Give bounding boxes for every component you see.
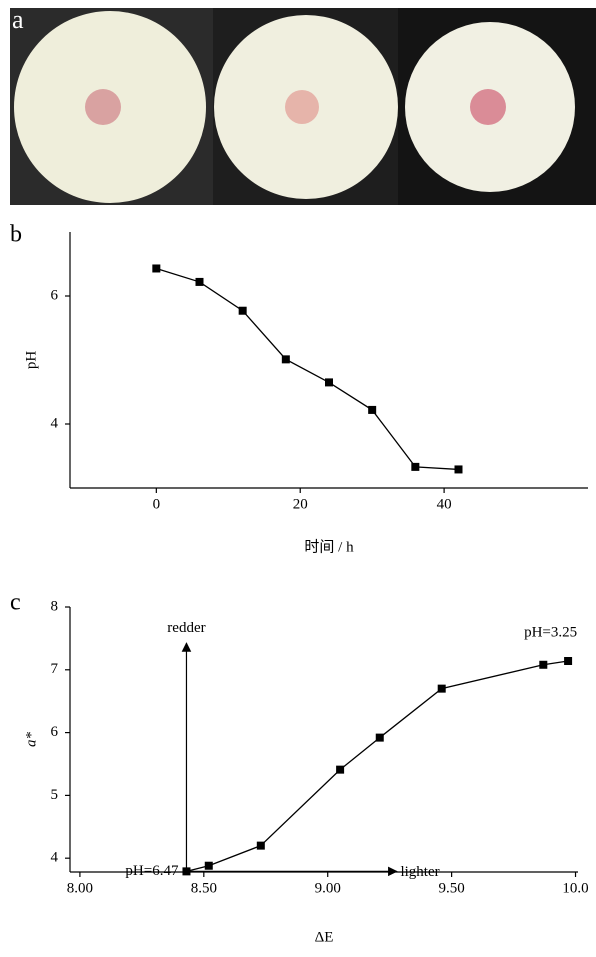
x-tick-label: 10.0 <box>562 880 588 896</box>
y-tick-label: 8 <box>51 598 59 614</box>
x-tick-label: 40 <box>437 496 452 512</box>
x-tick-label: 8.50 <box>191 880 217 896</box>
annotation: pH=3.25 <box>524 624 577 640</box>
x-tick-label: 20 <box>293 496 308 512</box>
annotation: redder <box>167 620 205 636</box>
photo: a <box>10 5 596 205</box>
y-axis-label: pH <box>23 351 39 370</box>
x-tick-label: 8.00 <box>67 880 93 896</box>
x-axis-label: 时间 / h <box>304 538 354 555</box>
data-point <box>411 463 419 471</box>
y-axis-label: a* <box>23 732 39 748</box>
annotation: lighter <box>400 864 439 880</box>
y-tick-label: 4 <box>51 850 59 866</box>
data-point <box>239 307 247 315</box>
data-point <box>438 685 446 693</box>
y-tick-label: 5 <box>51 787 59 803</box>
data-point <box>257 842 265 850</box>
y-tick-label: 6 <box>51 287 59 303</box>
data-point <box>564 657 572 665</box>
panel-label: b <box>10 222 22 248</box>
data-point <box>325 378 333 386</box>
x-tick-label: 0 <box>153 496 161 512</box>
data-line <box>186 661 568 871</box>
data-point <box>152 264 160 272</box>
data-point <box>539 661 547 669</box>
annotation: pH=6.47 <box>125 863 179 879</box>
x-tick-label: 9.00 <box>315 880 341 896</box>
data-point <box>376 734 384 742</box>
y-tick-label: 4 <box>51 415 59 431</box>
panel-label: a <box>12 5 24 34</box>
y-tick-label: 7 <box>51 661 59 677</box>
x-axis-label: ΔE <box>315 929 334 945</box>
y-tick-label: 6 <box>51 724 59 740</box>
panel-label: c <box>10 590 21 616</box>
data-point <box>282 355 290 363</box>
data-line <box>156 268 458 469</box>
figure: a b 0 20 40 4 6 时间 / h pH c 8.00 8.50 9.00 9.50 10.0 4… <box>0 0 596 952</box>
data-point <box>368 406 376 414</box>
x-tick-label: 9.50 <box>438 880 464 896</box>
data-point <box>196 278 204 286</box>
data-point <box>455 465 463 473</box>
data-point <box>336 766 344 774</box>
data-point <box>205 862 213 870</box>
